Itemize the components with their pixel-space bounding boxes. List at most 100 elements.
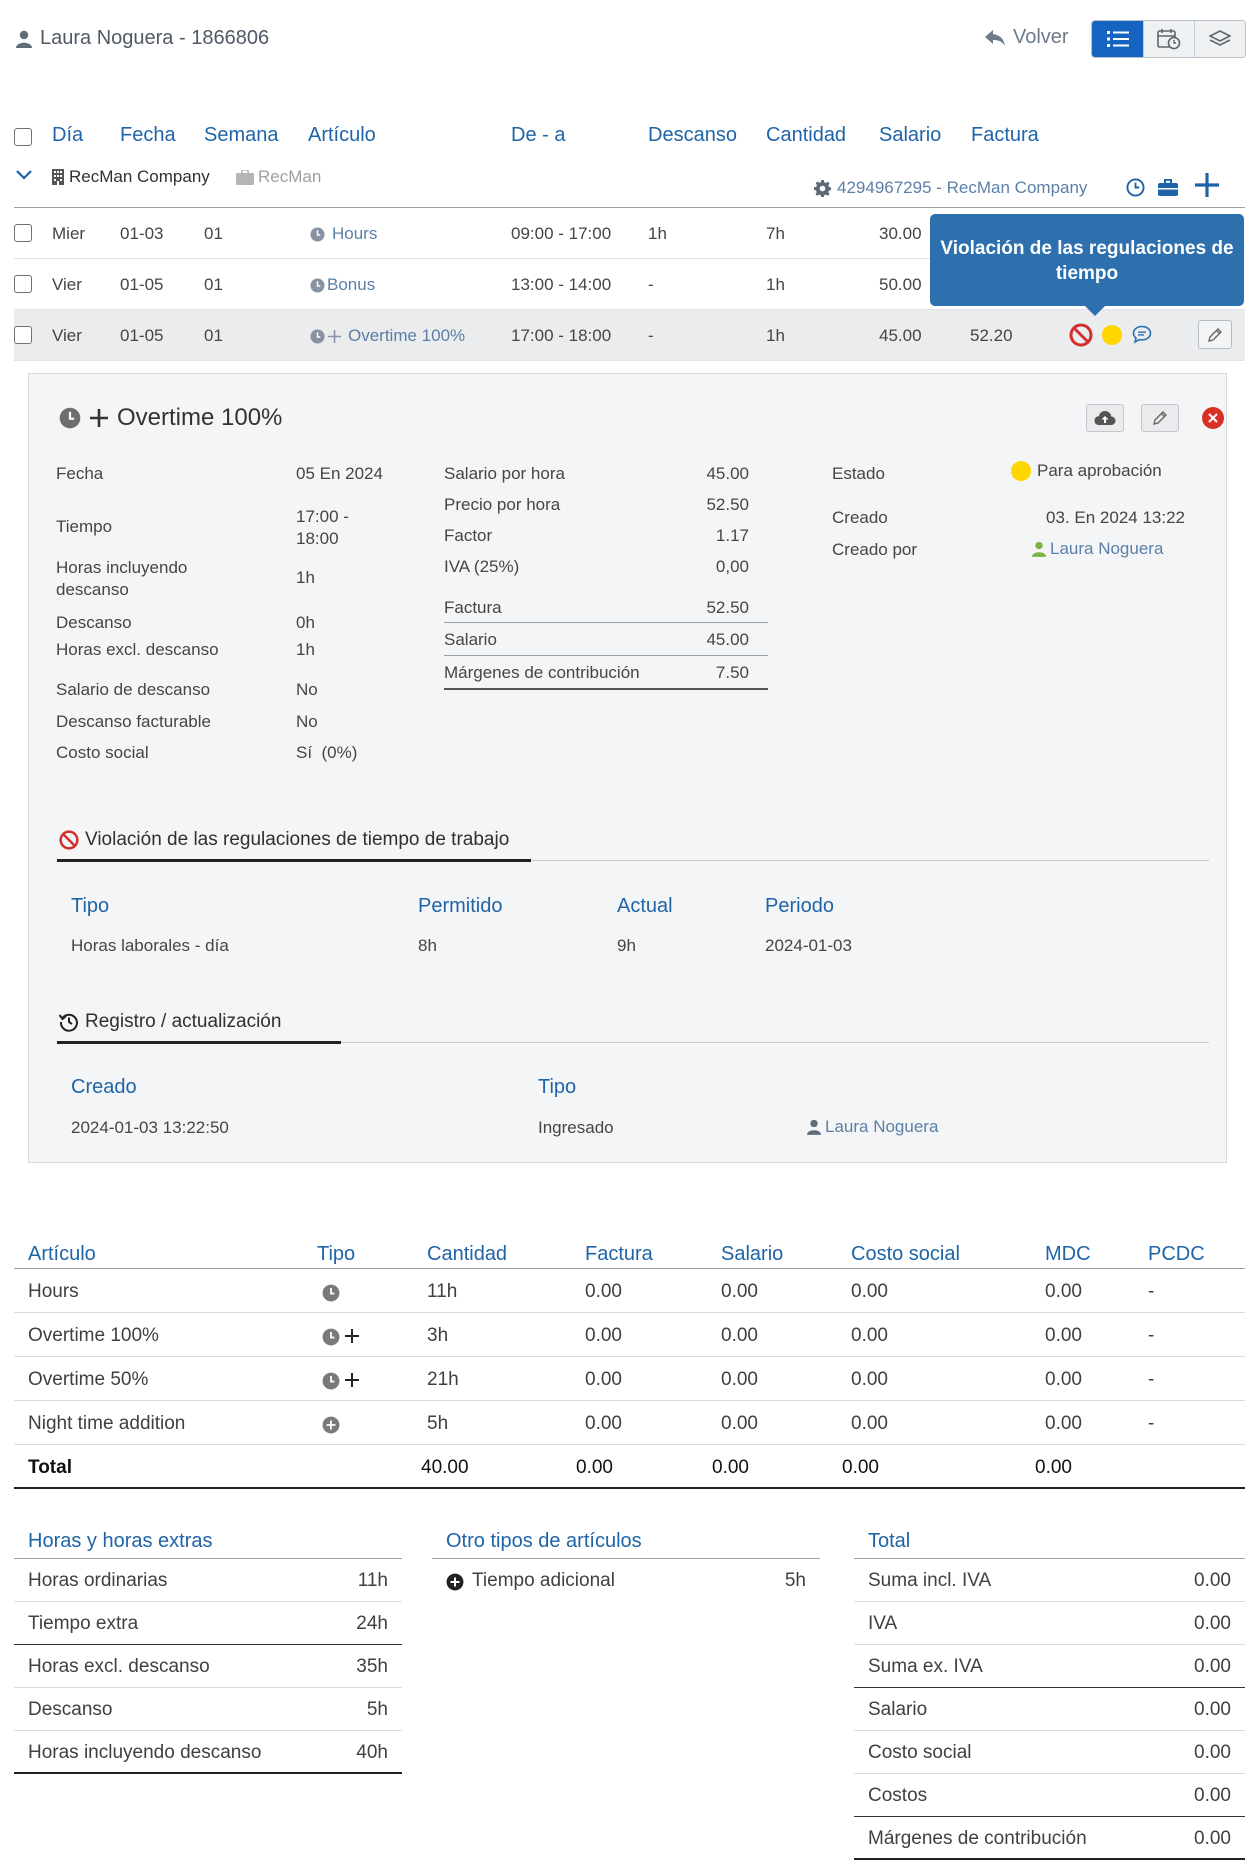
table-row-selected[interactable]: Vier 01-05 01 Overtime 100% 17:00 - 18:0…	[14, 310, 1245, 361]
row-day: Mier	[52, 224, 86, 243]
user-icon	[16, 30, 32, 48]
summary-header-invoice[interactable]: Factura	[585, 1243, 653, 1265]
other-box-title: Otro tipos de artículos	[446, 1530, 642, 1552]
row-date: 01-03	[120, 224, 164, 243]
section-underline	[57, 859, 531, 862]
summary-header-type[interactable]: Tipo	[317, 1243, 356, 1265]
label-vat: IVA (25%)	[444, 557, 520, 576]
value-contribution-margin: 7.50	[715, 663, 749, 682]
col-header-range[interactable]: De - a	[511, 124, 566, 146]
table-row[interactable]: Mier 01-03 01 Hours 09:00 - 17:00 1h 7h …	[14, 208, 1245, 259]
section-divider	[57, 1042, 1209, 1043]
group-divider	[14, 207, 1245, 208]
edit-button[interactable]	[1141, 404, 1179, 432]
summary-header-pcdc[interactable]: PCDC	[1148, 1243, 1205, 1265]
col-header-quantity[interactable]: Cantidad	[766, 124, 847, 146]
col-header-day[interactable]: Día	[52, 124, 84, 146]
clock-icon	[310, 277, 325, 293]
plus-icon	[328, 329, 341, 343]
row-article[interactable]: Overtime 100%	[310, 326, 465, 346]
summary-quantity: 11h	[427, 1281, 458, 1302]
chevron-down-icon[interactable]	[16, 170, 32, 180]
total-row: Salario 0.00	[854, 1688, 1245, 1731]
clock-icon	[310, 226, 325, 242]
col-header-date[interactable]: Fecha	[120, 124, 176, 146]
value-social-cost: Sí (0%)	[296, 743, 358, 762]
no-entry-icon[interactable]	[1069, 323, 1093, 347]
row-article[interactable]: Hours	[310, 224, 377, 244]
value-break-billable: No	[296, 712, 318, 731]
hours-row: Horas excl. descanso 35h	[14, 1645, 402, 1688]
summary-total-quantity: 40.00	[421, 1457, 469, 1478]
summary-total-label: Total	[28, 1457, 72, 1478]
log-user[interactable]: Laura Noguera	[807, 1117, 938, 1137]
summary-pcdc: -	[1148, 1281, 1155, 1302]
list-view-button[interactable]	[1092, 21, 1143, 57]
back-button[interactable]: Volver	[985, 26, 1069, 49]
col-header-article[interactable]: Artículo	[308, 124, 376, 146]
row-article[interactable]: Bonus	[310, 275, 375, 295]
briefcase-icon[interactable]	[1158, 179, 1178, 196]
summary-header-social-cost[interactable]: Costo social	[851, 1243, 960, 1265]
col-header-week[interactable]: Semana	[204, 124, 279, 146]
summary-header-divider	[14, 1268, 1245, 1269]
total-row: Costos 0.00	[854, 1774, 1245, 1817]
summary-invoice: 0.00	[585, 1325, 622, 1346]
calendar-view-button[interactable]	[1143, 21, 1194, 57]
row-date: 01-05	[120, 275, 164, 294]
summary-mdc: 0.00	[1045, 1413, 1082, 1434]
row-checkbox[interactable]	[14, 275, 32, 293]
summary-total-social-cost: 0.00	[842, 1457, 879, 1478]
label-created-by: Creado por	[832, 540, 918, 559]
col-header-invoice[interactable]: Factura	[971, 124, 1039, 146]
employee-name: Laura Noguera - 1866806	[40, 27, 270, 49]
label-hours-incl-break: Horas incluyendo descanso	[56, 558, 188, 599]
total-row: Suma incl. IVA 0.00	[854, 1559, 1245, 1602]
company-group: RecMan Company	[52, 167, 210, 187]
edit-row-button[interactable]	[1198, 320, 1232, 349]
add-icon[interactable]	[1194, 172, 1220, 198]
summary-header-quantity[interactable]: Cantidad	[427, 1243, 508, 1265]
section-underline	[57, 1041, 341, 1044]
select-all-checkbox[interactable]	[14, 128, 32, 146]
value-hourly-price: 52.50	[706, 495, 749, 514]
close-button[interactable]	[1202, 407, 1224, 429]
summary-row: Night time addition 5h 0.00 0.00 0.00 0.…	[14, 1401, 1245, 1445]
value-hours-excl-break: 1h	[296, 640, 315, 659]
value-hourly-wage: 45.00	[706, 464, 749, 483]
summary-quantity: 3h	[427, 1325, 449, 1346]
label-invoice: Factura	[444, 598, 502, 617]
summary-salary: 0.00	[721, 1413, 758, 1434]
summary-header-salary[interactable]: Salario	[721, 1243, 784, 1265]
divider	[444, 688, 768, 690]
status-badge: Para aprobación	[1011, 461, 1162, 481]
col-header-salary[interactable]: Salario	[879, 124, 942, 146]
row-day: Vier	[52, 326, 82, 345]
row-invoice: 52.20	[970, 326, 1013, 345]
violation-allowed: 8h	[418, 936, 437, 955]
comment-icon[interactable]	[1132, 325, 1152, 344]
user-icon	[1032, 541, 1046, 557]
row-checkbox[interactable]	[14, 326, 32, 344]
summary-header-mdc[interactable]: MDC	[1045, 1243, 1091, 1265]
row-week: 01	[204, 224, 223, 243]
clock-icon[interactable]	[1126, 178, 1145, 197]
log-created: 2024-01-03 13:22:50	[71, 1118, 229, 1137]
summary-social-cost: 0.00	[851, 1281, 888, 1302]
col-header-break[interactable]: Descanso	[648, 124, 737, 146]
upload-button[interactable]	[1086, 404, 1124, 432]
label-date: Fecha	[56, 464, 104, 483]
summary-header-article[interactable]: Artículo	[28, 1243, 96, 1265]
created-by-user[interactable]: Laura Noguera	[1032, 539, 1163, 559]
status-dot-icon[interactable]	[1102, 325, 1122, 345]
layers-view-button[interactable]	[1194, 21, 1245, 57]
label-contribution-margin: Márgenes de contribución	[444, 663, 640, 682]
clock-plus-icon	[322, 1328, 360, 1346]
row-quantity: 7h	[766, 224, 785, 243]
row-checkbox[interactable]	[14, 224, 32, 242]
hours-row: Horas ordinarias 11h	[14, 1559, 402, 1602]
value-invoice: 52.50	[706, 598, 749, 617]
label-break-salary: Salario de descanso	[56, 680, 211, 699]
table-row[interactable]: Vier 01-05 01 Bonus 13:00 - 14:00 - 1h 5…	[14, 259, 1245, 310]
value-break: 0h	[296, 613, 315, 632]
